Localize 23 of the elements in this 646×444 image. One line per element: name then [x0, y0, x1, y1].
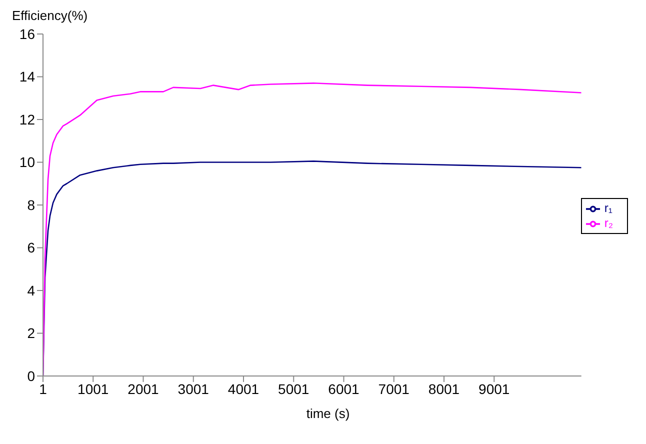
x-tick-label: 4001	[228, 380, 260, 397]
y-tick-label: 10	[19, 154, 36, 170]
y-tick-label: 12	[19, 111, 36, 128]
x-tick-label: 8001	[428, 380, 460, 397]
y-tick-label: 6	[27, 240, 36, 256]
legend-label: r₁	[604, 201, 612, 216]
y-tick-label: 8	[27, 196, 36, 213]
x-tick-label: 5001	[278, 380, 310, 397]
y-tick-label: 16	[19, 26, 36, 42]
x-tick-label: 1	[39, 380, 48, 397]
legend-label: r₂	[604, 216, 613, 230]
x-tick-label: 3001	[178, 380, 210, 397]
y-tick-label: 14	[19, 68, 36, 85]
x-tick-label: 7001	[378, 380, 410, 397]
x-tick-label: 2001	[128, 380, 160, 397]
x-tick-label: 1001	[78, 380, 109, 397]
y-tick-label: 2	[27, 325, 36, 342]
y-tick-label: 4	[27, 282, 36, 298]
x-tick-label: 6001	[328, 380, 360, 397]
x-axis-title: time (s)	[305, 406, 351, 421]
x-tick-label: 9001	[478, 380, 510, 397]
y-axis-title: Efficiency(%)	[11, 8, 89, 25]
y-tick-label: 0	[27, 368, 36, 384]
